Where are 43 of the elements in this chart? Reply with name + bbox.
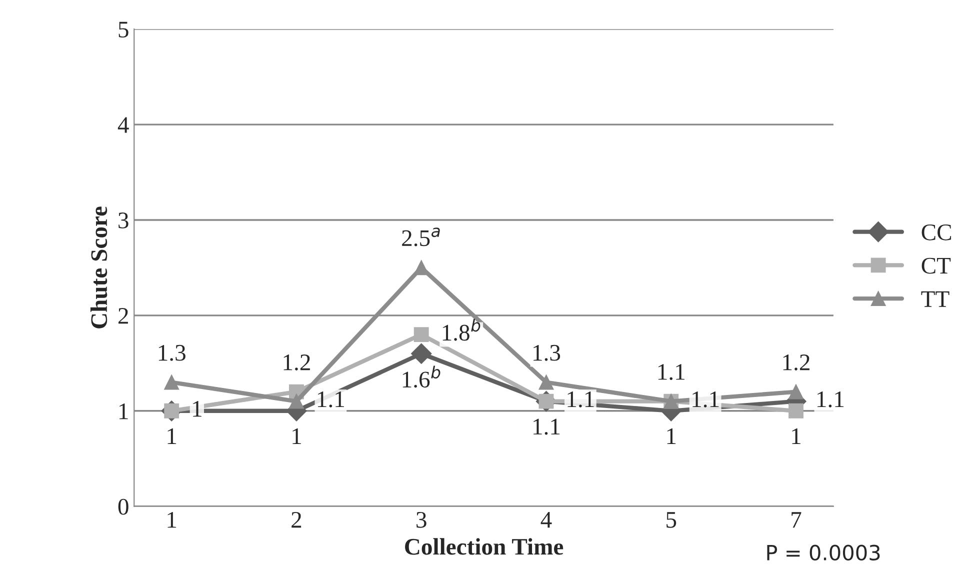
text: P = 0.0003 — [767, 544, 880, 561]
x-tick-label: 3 — [416, 512, 426, 528]
legend-label: TT — [921, 291, 950, 307]
data-label: 1.6$^{b}$ — [402, 366, 440, 388]
data-label: 1.2 — [783, 354, 810, 370]
legend-label: CT — [922, 258, 951, 274]
y-axis-title: Chute Score — [90, 206, 108, 328]
y-tick-label: 0 — [118, 498, 128, 515]
x-axis-title: Collection Time — [405, 538, 564, 555]
y-tick-label: 1 — [120, 403, 128, 420]
y-tick-label: 2 — [118, 308, 128, 324]
point — [411, 343, 432, 364]
legend-label: CC — [922, 224, 952, 240]
point — [414, 327, 429, 342]
x-tick-label: 7 — [792, 512, 802, 528]
data-label: 1 — [168, 428, 176, 444]
y-tick-label: 5 — [118, 22, 128, 38]
point — [538, 374, 554, 390]
point — [788, 384, 804, 400]
point — [164, 374, 180, 390]
data-label: 1.1 — [818, 391, 844, 408]
data-label: 1.8$^{b}$ — [442, 318, 480, 341]
data-label: 1.1 — [658, 364, 684, 380]
point — [788, 403, 804, 418]
x-tick-label: 1 — [168, 512, 176, 528]
y-tick-label: 3 — [118, 212, 128, 228]
x-tick-label: 2 — [292, 512, 302, 528]
data-label: 1.3 — [534, 344, 560, 361]
data-label: 1.1 — [568, 391, 594, 408]
y-tick-label: 4 — [118, 117, 129, 133]
data-label: 1 — [193, 400, 202, 417]
data-label: 1 — [792, 428, 800, 444]
data-label: 1.1 — [534, 418, 560, 435]
data-label: 1 — [292, 428, 301, 444]
data-label: 1.1 — [692, 391, 719, 408]
data-label: 1 — [667, 428, 676, 444]
x-tick-label: 4 — [540, 512, 552, 528]
point — [289, 394, 304, 409]
data-label: 1.3 — [158, 344, 186, 361]
data-label: 1.2 — [284, 354, 310, 370]
x-tick-label: 5 — [666, 512, 676, 528]
data-label: 2.5$^{a}$ — [402, 228, 440, 246]
data-label: 1.1 — [318, 391, 344, 408]
